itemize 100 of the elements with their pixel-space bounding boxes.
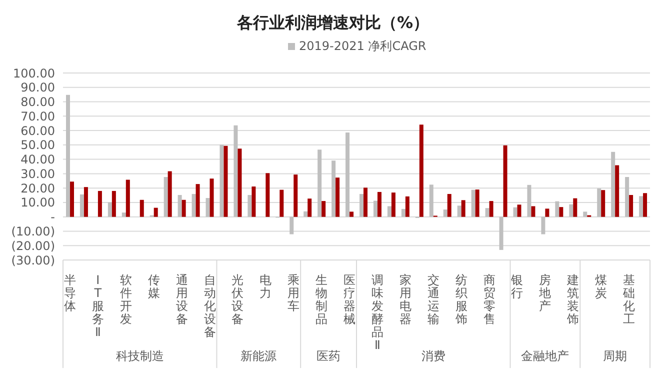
x-tick-label: 基础化工 [622, 273, 636, 326]
bar [210, 178, 214, 217]
text: 科技制造 [116, 349, 164, 363]
bar [360, 194, 364, 217]
x-tick-label: 通用设备 [176, 273, 188, 326]
bar [377, 192, 382, 217]
bar [391, 192, 396, 217]
legend-label: 2019-2021 净利CAGR [298, 38, 426, 55]
x-tick-label: 自动化设备 [204, 273, 216, 339]
x-tick-label: 调味发酵品Ⅱ [371, 273, 384, 352]
bar [517, 204, 522, 217]
x-tick-label: 医疗器械 [344, 273, 356, 326]
bar [573, 198, 578, 217]
bar [98, 190, 102, 217]
x-tick-label: 房地产 [538, 273, 552, 313]
bar [461, 200, 466, 217]
bar [70, 182, 74, 217]
bar [126, 180, 130, 217]
bar [164, 177, 168, 217]
bar [178, 194, 182, 217]
y-tick-label: 100.00 [13, 66, 55, 80]
bar [639, 196, 644, 217]
bar [234, 125, 238, 217]
bar [499, 216, 504, 250]
text: 周期 [603, 349, 628, 363]
bar [405, 196, 410, 217]
y-tick-label: (20.00) [11, 238, 55, 253]
bar [224, 146, 228, 217]
y-tick-label: 90.00 [20, 80, 55, 95]
bar [80, 194, 84, 217]
bar [471, 190, 476, 217]
text: 新能源 [240, 349, 277, 363]
bar [475, 190, 480, 217]
y-tick-label: (10.00) [11, 224, 55, 238]
text: 消费 [421, 349, 446, 363]
y-tick-label: 60.00 [20, 124, 55, 138]
y-tick-label: 30.00 [20, 166, 55, 181]
y-tick-label: - [50, 210, 55, 224]
x-tick-label: 交通运输 [427, 273, 440, 326]
bar [84, 187, 88, 217]
bar [457, 206, 462, 217]
bar [248, 194, 252, 217]
bar [629, 194, 634, 217]
bar [220, 144, 224, 217]
bar [527, 184, 532, 217]
x-tick-label: 纺织服饰 [454, 273, 468, 326]
x-tick-label: IT服务Ⅱ [92, 273, 104, 339]
bar [196, 184, 200, 217]
bar [503, 145, 508, 217]
y-tick-label: 10.00 [20, 196, 55, 210]
bar [559, 207, 564, 217]
bar [531, 206, 536, 217]
bar [545, 208, 550, 217]
bar [336, 178, 340, 217]
bar [332, 160, 336, 217]
bar [304, 211, 308, 217]
bar [112, 190, 116, 217]
bar [122, 212, 126, 217]
bar [308, 198, 312, 217]
bar [206, 198, 210, 217]
bar [350, 212, 354, 217]
bar [252, 186, 256, 217]
x-tick-label: 商贸零售 [483, 273, 496, 326]
bar [569, 204, 574, 217]
bar [318, 150, 322, 217]
x-tick-label: 光伏设备 [232, 273, 244, 326]
bar [447, 194, 452, 217]
bar [322, 201, 326, 217]
bar [294, 174, 298, 217]
y-tick-label: 50.00 [20, 138, 55, 152]
bar [192, 194, 196, 217]
bar [108, 202, 112, 217]
y-tick-label: 80.00 [20, 95, 55, 110]
bar [601, 190, 606, 217]
x-tick-label: 家用电器 [399, 273, 412, 326]
bar [611, 152, 616, 217]
bar [401, 208, 406, 217]
bar [238, 148, 242, 217]
bar [66, 94, 70, 217]
bar [597, 188, 602, 217]
bar [583, 212, 588, 217]
bar [182, 200, 186, 217]
bar [485, 208, 490, 217]
text: 金融地产 [521, 349, 570, 363]
bar [290, 216, 294, 234]
y-tick-label: 70.00 [20, 109, 55, 124]
x-tick-label: 银行 [510, 273, 524, 300]
y-tick-label: 40.00 [20, 152, 55, 167]
bar [266, 173, 270, 217]
x-tick-label: 传媒 [148, 273, 160, 300]
bar [387, 206, 392, 217]
bar [429, 184, 434, 217]
bar [555, 201, 560, 217]
bar [615, 165, 620, 217]
bar [541, 216, 546, 234]
bar [513, 207, 518, 217]
x-tick-label: 半导体 [64, 273, 76, 313]
x-tick-label: 建筑装饰 [566, 273, 580, 326]
bar [154, 208, 158, 217]
bar [643, 193, 648, 217]
